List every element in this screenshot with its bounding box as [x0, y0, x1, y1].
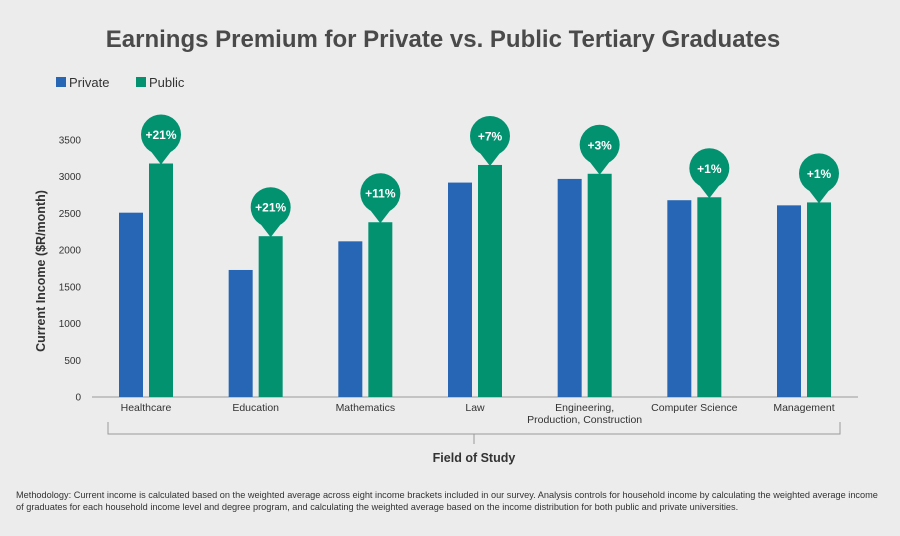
bar-public	[368, 222, 393, 397]
callout-pointer	[151, 151, 171, 165]
callout-label: +1%	[807, 167, 832, 181]
premium-callout: +1%	[799, 153, 839, 204]
callout-bubble	[250, 187, 291, 228]
legend-swatch-public	[136, 77, 146, 87]
y-tick-label: 1500	[59, 282, 82, 293]
bar-public	[478, 164, 502, 397]
premium-callout: +21%	[250, 187, 291, 238]
callout-pointer	[370, 210, 391, 224]
bar-private	[557, 178, 582, 397]
callout-label: +3%	[587, 138, 612, 152]
callout-bubble	[799, 153, 839, 194]
y-tick-label: 3000	[59, 172, 82, 183]
callout-pointer	[480, 152, 500, 166]
premium-callout: +7%	[470, 115, 510, 166]
callout-label: +21%	[255, 201, 286, 215]
y-axis-ticks: 0 500 1000 1500 2000 2500 3000 3500	[59, 136, 82, 404]
bar-public	[587, 173, 612, 397]
legend-label-public: Public	[149, 75, 185, 90]
x-axis-title: Field of Study	[433, 451, 516, 465]
callout-label: +11%	[365, 187, 396, 201]
legend: Private Public	[56, 75, 185, 90]
x-tick-label: Mathematics	[336, 402, 396, 414]
callout-bubble	[470, 115, 510, 156]
bar-private	[667, 200, 692, 397]
x-tick-label: Law	[465, 402, 485, 414]
y-tick-label: 2000	[59, 246, 82, 257]
callout-bubble	[579, 124, 620, 165]
x-tick-label: Healthcare	[121, 402, 172, 414]
y-tick-label: 500	[64, 356, 81, 367]
y-axis-title: Current Income ($R/month)	[34, 190, 48, 352]
callout-pointer	[699, 185, 720, 199]
y-tick-label: 2500	[59, 209, 82, 220]
methodology-note: Methodology: Current income is calculate…	[16, 490, 878, 512]
y-tick-label: 0	[75, 393, 81, 404]
callout-label: +21%	[145, 128, 176, 142]
premium-callout: +21%	[141, 114, 181, 165]
callout-bubble	[689, 148, 730, 189]
bars	[119, 163, 831, 397]
y-tick-label: 1000	[59, 319, 82, 330]
y-tick-label: 3500	[59, 136, 82, 147]
legend-label-private: Private	[69, 75, 109, 90]
callout-pointer	[809, 190, 829, 204]
x-tick-label: Engineering,	[555, 402, 614, 414]
legend-swatch-private	[56, 77, 66, 87]
callout-label: +1%	[697, 162, 722, 176]
bar-public	[258, 236, 283, 397]
premium-callouts: +21% +21% +11% +7% +3% +1% +1%	[141, 114, 839, 238]
x-axis-bracket	[107, 422, 841, 444]
callout-pointer	[589, 161, 610, 175]
bar-public	[697, 197, 722, 397]
bar-private	[448, 182, 472, 397]
bar-private	[338, 241, 363, 397]
bar-public	[807, 202, 831, 397]
premium-callout: +1%	[689, 148, 730, 199]
premium-callout: +11%	[360, 173, 401, 224]
x-tick-label: Computer Science	[651, 402, 738, 414]
chart-title: Earnings Premium for Private vs. Public …	[106, 26, 780, 53]
x-tick-label: Production, Construction	[527, 414, 642, 426]
callout-bubble	[141, 114, 181, 155]
callout-bubble	[360, 173, 401, 214]
bar-private	[119, 212, 143, 397]
bar-public	[149, 163, 173, 397]
premium-callout: +3%	[579, 124, 620, 175]
bar-private	[228, 269, 253, 397]
bar-private	[777, 205, 801, 397]
callout-label: +7%	[478, 129, 503, 143]
callout-pointer	[260, 224, 281, 238]
x-axis-tick-labels: Healthcare Education Mathematics Law Enginee…	[121, 402, 835, 426]
x-tick-label: Education	[232, 402, 279, 414]
x-tick-label: Management	[773, 402, 834, 414]
